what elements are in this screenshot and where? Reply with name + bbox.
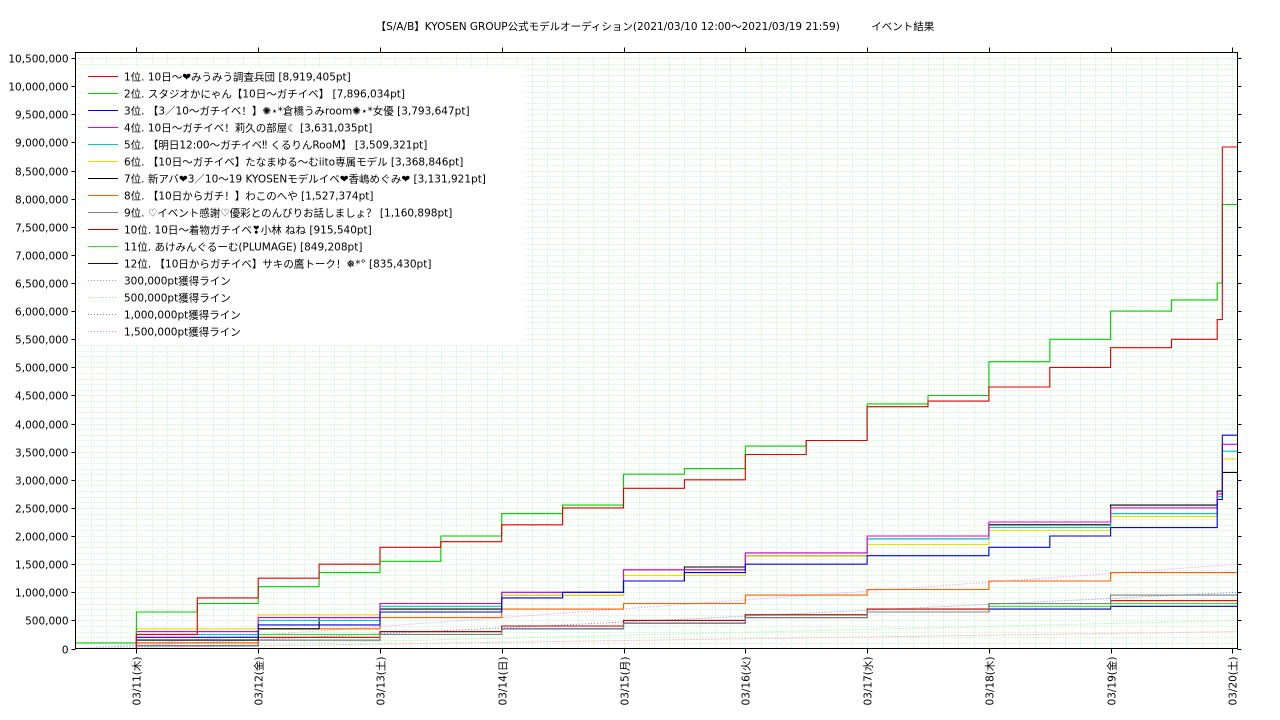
series-line bbox=[75, 203, 1238, 644]
x-tick-label: 03/19(金) bbox=[1106, 657, 1119, 706]
y-tick-label: 9,000,000 bbox=[15, 138, 68, 150]
y-tick-label: 2,500,000 bbox=[15, 504, 68, 516]
legend-label: 1,000,000pt獲得ライン bbox=[124, 309, 241, 322]
legend-label: 5位. 【明日12:00〜ガチイベ‼ くるりんRooM】 [3,509,321p… bbox=[124, 139, 427, 152]
reference-line bbox=[75, 563, 1238, 649]
y-tick-label: 7,000,000 bbox=[15, 251, 68, 263]
legend-label: 7位. 新アバ❤3／10〜19 KYOSENモデルイベ❤香嶋めぐみ❤ [3,13… bbox=[124, 173, 486, 186]
legend-label: 3位. 【3／10〜ガチイベ！】✺⋆*倉橋うみroom✺⋆*女優 [3,793,… bbox=[124, 105, 470, 118]
y-tick-label: 3,000,000 bbox=[15, 476, 68, 488]
y-tick-label: 4,000,000 bbox=[15, 420, 68, 432]
y-tick-label: 1,500,000 bbox=[15, 560, 68, 572]
x-tick-label: 03/14(日) bbox=[498, 657, 510, 706]
series-lines bbox=[75, 146, 1239, 650]
x-tick-label: 03/12(金) bbox=[253, 657, 266, 706]
y-tick-label: 10,500,000 bbox=[8, 54, 68, 66]
series-line bbox=[75, 434, 1238, 650]
reference-line bbox=[75, 591, 1238, 649]
legend-label: 12位. 【10日からガチイベ】サキの鷹トーク！❅*° [835,430pt] bbox=[124, 258, 431, 271]
legend-background bbox=[80, 67, 525, 345]
legend-label: 500,000pt獲得ライン bbox=[124, 292, 231, 305]
legend-label: 2位. スタジオかにゃん【10日〜ガチイベ】 [7,896,034pt] bbox=[124, 88, 405, 101]
y-tick-label: 6,500,000 bbox=[15, 279, 68, 291]
x-tick-label: 03/11(木) bbox=[132, 657, 144, 706]
x-tick-label: 03/17(水) bbox=[863, 657, 875, 706]
axis-ticks: 0 500,000 1,000,000 1,500,000 2,000,000 2,500… bbox=[8, 47, 1242, 706]
plot-frame bbox=[75, 52, 1238, 649]
series-line bbox=[75, 583, 1239, 650]
x-tick-label: 03/13(土) bbox=[375, 657, 388, 706]
legend-label: 11位. あけみんぐるーむ(PLUMAGE) [849,208pt] bbox=[124, 241, 362, 254]
legend-label: 10位. 10日〜着物ガチイベ❣小林 ねね [915,540pt] bbox=[124, 224, 372, 237]
x-tick-label: 03/16(火) bbox=[741, 657, 753, 706]
legend-label: 4位. 10日〜ガチイベ！莉久の部屋☾ [3,631,035pt] bbox=[124, 122, 372, 135]
y-tick-label: 6,000,000 bbox=[15, 307, 68, 319]
legend-label: 9位. ♡イベント感謝♡優彩とのんびりお話しましょ？ [1,160,898pt] bbox=[124, 207, 452, 220]
series-line bbox=[75, 471, 1238, 650]
x-tick-label: 03/20(土) bbox=[1227, 657, 1240, 706]
y-tick-label: 4,500,000 bbox=[15, 391, 68, 403]
chart-title: 【S/A/B】KYOSEN GROUP公式モデルオーディション(2021/03/… bbox=[375, 21, 935, 33]
y-tick-label: 1,000,000 bbox=[15, 588, 68, 600]
reference-lines bbox=[75, 563, 1238, 649]
y-tick-label: 3,500,000 bbox=[15, 448, 68, 460]
y-tick-label: 10,000,000 bbox=[8, 82, 68, 94]
legend: 1位. 10日〜❤みうみう調査兵団 [8,919,405pt] 2位. スタジオか… bbox=[80, 67, 525, 345]
legend-label: 8位. 【10日からガチ！】わこのへや [1,527,374pt] bbox=[124, 190, 373, 203]
series-line bbox=[75, 146, 1238, 650]
legend-label: 300,000pt獲得ライン bbox=[124, 275, 231, 288]
y-tick-label: 7,500,000 bbox=[15, 223, 68, 235]
legend-label: 1位. 10日〜❤みうみう調査兵団 [8,919,405pt] bbox=[124, 71, 351, 84]
y-tick-label: 500,000 bbox=[25, 616, 68, 628]
legend-label: 6位. 【10日〜ガチイベ】たなまゆる〜むiito専属モデル [3,368,84… bbox=[124, 156, 463, 169]
x-tick-label: 03/15(月) bbox=[620, 657, 632, 706]
y-tick-label: 9,500,000 bbox=[15, 110, 68, 122]
legend-label: 1,500,000pt獲得ライン bbox=[124, 326, 241, 339]
y-tick-label: 8,000,000 bbox=[15, 195, 68, 207]
y-tick-label: 8,500,000 bbox=[15, 167, 68, 179]
y-tick-label: 2,000,000 bbox=[15, 532, 68, 544]
x-tick-label: 03/18(木) bbox=[985, 657, 997, 706]
y-tick-label: 5,000,000 bbox=[15, 363, 68, 375]
y-tick-label: 0 bbox=[62, 645, 69, 657]
y-tick-label: 5,500,000 bbox=[15, 335, 68, 347]
